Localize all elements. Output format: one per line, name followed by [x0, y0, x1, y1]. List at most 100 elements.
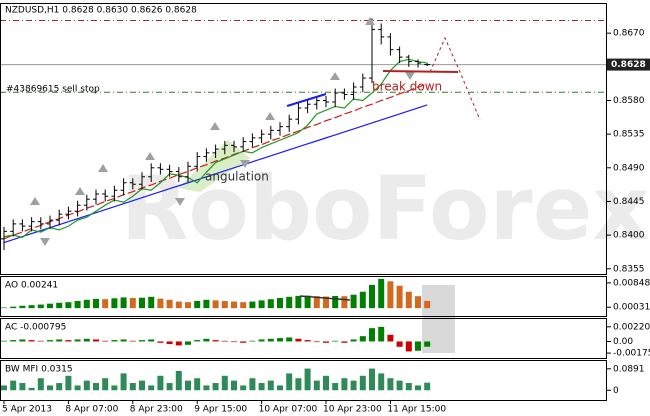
bar: [102, 299, 109, 309]
bar: [240, 302, 247, 309]
bar: [28, 340, 35, 342]
bar: [286, 373, 293, 391]
bar: [405, 383, 412, 391]
bar: [313, 380, 320, 391]
moving-average: [3, 58, 428, 239]
bar: [37, 340, 44, 342]
panel-frame: [0, 3, 607, 275]
bar: [129, 383, 136, 391]
bar: [313, 296, 320, 309]
y-tick-label: -0.00175: [613, 349, 650, 359]
bar: [277, 338, 283, 342]
marks: [0, 18, 607, 391]
bar: [19, 383, 26, 391]
y-tick-label: 0.8490: [613, 163, 645, 173]
bar: [120, 373, 127, 391]
fractal: [240, 160, 250, 168]
bar: [258, 300, 265, 309]
bar: [304, 368, 311, 391]
bar: [359, 291, 366, 309]
moving-average: [3, 104, 428, 244]
fractal: [175, 198, 185, 206]
bar: [240, 341, 247, 343]
bar: [295, 295, 302, 309]
bar: [120, 339, 127, 342]
bar: [74, 300, 81, 309]
bar: [111, 385, 118, 391]
y-tick-label: 0.8535: [613, 130, 645, 140]
bar: [93, 339, 99, 342]
bar: [185, 380, 191, 391]
bar: [405, 291, 412, 309]
bar: [203, 299, 210, 309]
bar: [1, 340, 7, 342]
annotation: angulation: [205, 170, 269, 184]
x-tick-label: 10 Apr 07:00: [259, 405, 318, 415]
fractal: [210, 122, 220, 130]
x-tick-label: 11 Apr 15:00: [387, 405, 446, 415]
bar: [369, 284, 375, 309]
bar: [111, 340, 118, 342]
bar: [415, 341, 421, 351]
bar: [194, 300, 201, 309]
bar: [65, 375, 72, 391]
bar: [341, 296, 348, 309]
bar: [240, 385, 247, 391]
x-tick-label: 8 Apr 07:00: [65, 405, 118, 415]
bar: [286, 296, 293, 309]
panel-title: BW MFI 0.0315: [5, 365, 73, 375]
bar: [175, 301, 182, 309]
bar: [74, 339, 81, 342]
bar: [295, 378, 302, 391]
bar: [378, 326, 385, 342]
y-tick-label: 0: [613, 386, 619, 396]
bar: [93, 383, 99, 391]
x-tick-label: 8 Apr 23:00: [130, 405, 183, 415]
bar: [139, 340, 145, 342]
bar: [74, 385, 81, 391]
bar: [369, 328, 375, 342]
panel-frame: [0, 276, 607, 317]
bar: [295, 338, 302, 342]
fractal: [98, 164, 108, 172]
bar: [258, 339, 265, 342]
bar: [139, 380, 145, 391]
fractal: [265, 112, 275, 120]
y-tick-label: 0.002207: [613, 322, 650, 332]
fractal: [40, 238, 50, 246]
bar: [47, 340, 53, 342]
bar: [19, 339, 26, 342]
bar: [212, 300, 219, 309]
bar: [157, 341, 164, 343]
bar: [396, 285, 403, 309]
bar: [166, 299, 173, 309]
bar: [359, 375, 366, 391]
bar: [396, 341, 403, 347]
x-tick-label: 5 Apr 2013: [2, 405, 52, 415]
bar: [221, 340, 228, 342]
y-tick-label: 0.8355: [613, 264, 645, 274]
bar: [267, 338, 274, 342]
trend-line: [299, 295, 351, 301]
bar: [37, 304, 44, 309]
bar: [212, 383, 219, 391]
bar: [424, 341, 431, 347]
bar: [65, 340, 72, 342]
bar: [267, 380, 274, 391]
forecast-line: [429, 36, 481, 121]
bar: [185, 341, 191, 345]
bar: [102, 378, 109, 391]
y-tick-label: 0.00: [613, 337, 633, 347]
fractal: [405, 72, 415, 80]
bar: [332, 340, 339, 342]
bar: [267, 299, 274, 309]
bar: [83, 338, 90, 342]
bar: [83, 299, 90, 309]
bar: [341, 378, 348, 391]
bar: [56, 302, 63, 309]
panel-title: NZDUSD,H1 0.8628 0.8630 0.8626 0.8628: [5, 6, 197, 16]
fractal: [330, 72, 340, 80]
